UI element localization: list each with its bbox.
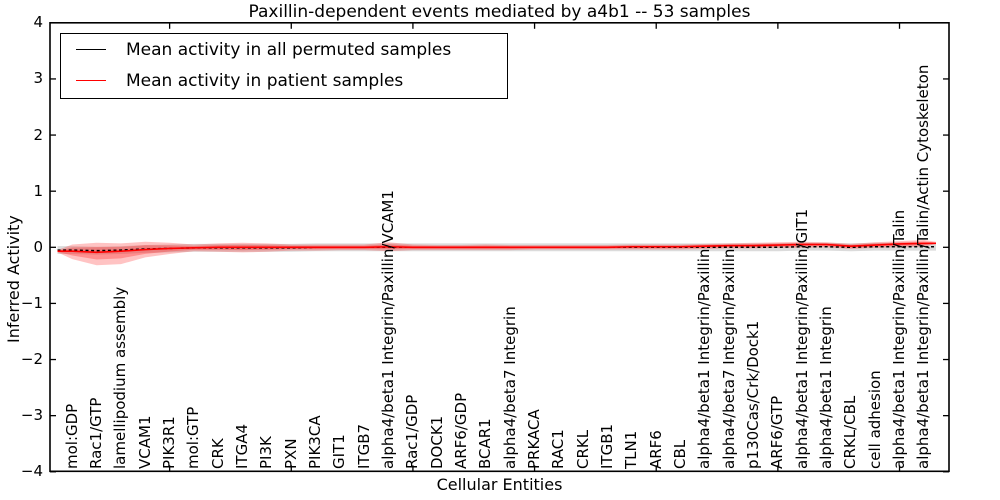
x-category-label: alpha4/beta1 Integrin/Paxillin/Talin: [890, 209, 909, 469]
legend-row-patient: Mean activity in patient samples: [61, 65, 507, 96]
y-tick-label: 0: [33, 237, 43, 256]
legend-line-permuted-icon: [76, 49, 106, 50]
y-tick-label: 3: [33, 69, 43, 88]
x-category-label: Rac1/GDP: [403, 394, 422, 469]
x-category-label: alpha4/beta1 Integrin/Paxillin/VCAM1: [379, 190, 398, 469]
x-category-label: PIK3CA: [306, 415, 325, 469]
x-category-label: alpha4/beta7 Integrin/Paxillin: [719, 248, 738, 469]
x-category-label: alpha4/beta1 Integrin/Paxillin: [695, 248, 714, 469]
x-category-label: alpha4/beta1 Integrin: [817, 306, 836, 469]
y-tick-label: −4: [20, 462, 43, 481]
legend-row-permuted: Mean activity in all permuted samples: [61, 34, 507, 65]
x-category-label: TLN1: [622, 430, 641, 469]
x-category-label: cell adhesion: [865, 370, 884, 469]
patient-mean-line: [57, 242, 936, 254]
x-category-label: alpha4/beta1 Integrin/Paxillin/Talin/Act…: [914, 64, 933, 469]
x-category-label: mol:GDP: [62, 403, 81, 469]
x-category-label: mol:GTP: [184, 406, 203, 469]
x-category-label: DOCK1: [427, 415, 446, 469]
x-category-label: PRKACA: [525, 409, 544, 469]
x-category-label: PI3K: [257, 436, 276, 469]
x-category-label: ARF6: [646, 430, 665, 469]
x-category-label: ITGA4: [233, 423, 252, 469]
x-category-label: lamellipodium assembly: [111, 286, 130, 469]
x-category-label: Rac1/GTP: [87, 397, 106, 469]
y-axis-label: Inferred Activity: [4, 215, 23, 343]
legend-line-patient-icon: [76, 80, 106, 81]
x-category-label: alpha4/beta7 Integrin: [500, 306, 519, 469]
x-category-label: VCAM1: [135, 415, 154, 469]
x-category-label: CRK: [208, 438, 227, 469]
x-category-label: ITGB7: [354, 423, 373, 469]
x-category-label: alpha4/beta1 Integrin/Paxillin/GIT1: [792, 208, 811, 469]
x-category-label: RAC1: [549, 429, 568, 469]
x-category-label: p130Cas/Crk/Dock1: [744, 320, 763, 469]
x-category-label: CRKL/CBL: [841, 395, 860, 469]
y-tick-label: −2: [20, 350, 43, 369]
legend-label-patient: Mean activity in patient samples: [126, 70, 404, 91]
x-category-label: PIK3R1: [160, 416, 179, 469]
y-tick-label: 4: [33, 13, 43, 32]
y-tick-label: −1: [20, 293, 43, 312]
y-tick-label: 2: [33, 125, 43, 144]
chart-title: Paxillin-dependent events mediated by a4…: [248, 2, 751, 22]
x-category-label: ITGB1: [598, 423, 617, 469]
x-category-label: CRKL: [573, 429, 592, 469]
x-axis-label: Cellular Entities: [436, 475, 563, 494]
legend: Mean activity in all permuted samples Me…: [60, 33, 508, 99]
x-category-label: ARF6/GTP: [768, 395, 787, 469]
x-category-label: PXN: [281, 438, 300, 469]
y-tick-label: 1: [33, 181, 43, 200]
x-category-label: GIT1: [330, 434, 349, 469]
legend-label-permuted: Mean activity in all permuted samples: [126, 39, 452, 60]
y-tick-label: −3: [20, 406, 43, 425]
x-category-label: CBL: [671, 439, 690, 469]
x-category-label: ARF6/GDP: [452, 392, 471, 469]
x-category-label: BCAR1: [476, 418, 495, 469]
